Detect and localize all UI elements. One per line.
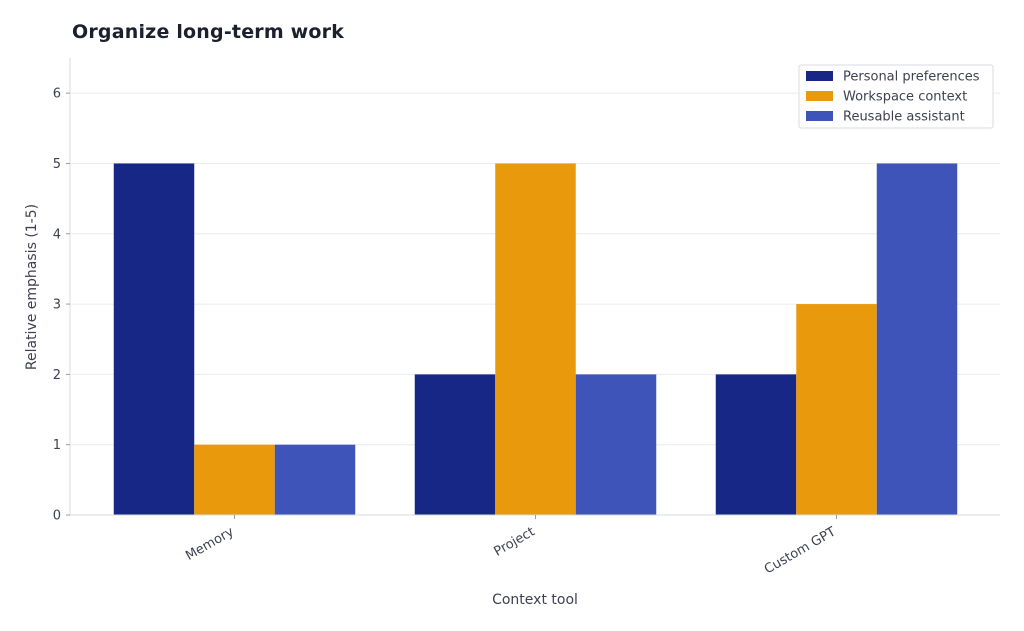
x-tick-label: Project (491, 524, 537, 559)
y-tick-label: 6 (53, 87, 61, 102)
legend-swatch (806, 91, 833, 101)
bar-workspace-context-1 (495, 163, 576, 515)
legend-label: Workspace context (843, 90, 967, 105)
bar-workspace-context-2 (796, 304, 877, 515)
legend-label: Reusable assistant (843, 110, 965, 125)
y-tick-label: 4 (53, 227, 61, 242)
bar-reusable-assistant-1 (575, 374, 657, 515)
legend-swatch (806, 71, 833, 81)
legend: Personal preferences Workspace context Reu… (798, 64, 994, 129)
chart-title: Organize long-term work (72, 21, 345, 43)
x-tick-label: Custom GPT (762, 524, 839, 577)
bar-reusable-assistant-2 (876, 163, 958, 515)
y-tick-label: 3 (53, 298, 61, 313)
bar-personal-preferences-1 (414, 374, 496, 515)
y-tick-label: 1 (53, 438, 61, 453)
legend-label: Personal preferences (843, 70, 980, 85)
y-tick-label: 0 (53, 509, 61, 524)
x-ticks: Memory Project Custom GPT (183, 515, 839, 577)
bars (113, 163, 958, 515)
y-tick-label: 5 (53, 157, 61, 172)
x-axis-label: Context tool (492, 592, 578, 608)
bar-personal-preferences-0 (113, 163, 195, 515)
x-tick-label: Memory (183, 524, 237, 564)
legend-swatch (806, 111, 833, 121)
bar-personal-preferences-2 (715, 374, 797, 515)
bar-reusable-assistant-0 (274, 444, 356, 515)
legend-box (798, 64, 994, 129)
bar-workspace-context-0 (194, 444, 275, 515)
y-axis-label: Relative emphasis (1-5) (24, 204, 40, 370)
y-tick-label: 2 (53, 368, 61, 383)
y-ticks: 0 1 2 3 4 5 6 (53, 87, 70, 524)
